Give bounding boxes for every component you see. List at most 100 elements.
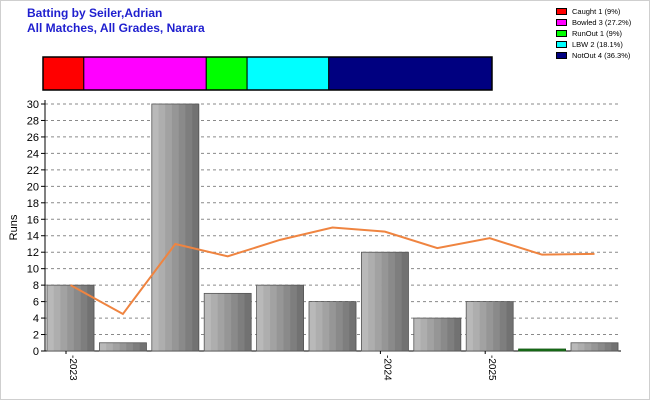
x-tick-label: -2023 xyxy=(67,355,78,381)
legend-item: RunOut 1 (9%) xyxy=(556,28,631,39)
bar xyxy=(203,292,252,352)
bar xyxy=(308,301,357,352)
legend-label: LBW 2 (18.1%) xyxy=(572,40,623,49)
bar-shade xyxy=(119,342,127,351)
legend-swatch xyxy=(556,8,567,15)
y-tick-label: 20 xyxy=(27,181,39,193)
bar xyxy=(518,348,566,352)
bar-shade xyxy=(454,318,462,351)
legend-item: Caught 1 (9%) xyxy=(556,6,631,17)
dismissal-segment xyxy=(83,56,207,91)
y-tick-label: 6 xyxy=(33,297,39,309)
bar-shade xyxy=(263,285,271,351)
bar-shade xyxy=(329,301,337,351)
bar xyxy=(99,342,147,352)
bar-shade xyxy=(106,342,114,351)
bar-shade xyxy=(486,301,494,351)
bar-shade xyxy=(584,342,592,351)
x-tick-label: -2024 xyxy=(381,355,392,381)
y-tick-label: 24 xyxy=(27,148,39,160)
bar-shade xyxy=(394,252,402,351)
bar-shade xyxy=(374,252,382,351)
bar-shade xyxy=(322,301,330,351)
bar xyxy=(256,284,305,352)
legend-item: Bowled 3 (27.2%) xyxy=(556,17,631,28)
bar-shade xyxy=(604,342,612,351)
y-tick-label: 26 xyxy=(27,132,39,144)
bar-shade xyxy=(158,104,166,351)
bar-shade xyxy=(237,293,245,351)
bar-shade xyxy=(165,104,173,351)
bar-shade xyxy=(132,342,140,351)
bar-shade xyxy=(47,285,55,351)
bar-shade xyxy=(381,252,389,351)
legend-label: Bowled 3 (27.2%) xyxy=(572,18,632,27)
bar-shade xyxy=(493,301,501,351)
bar-shade xyxy=(361,252,369,351)
bar-shade xyxy=(126,342,134,351)
dismissal-segment xyxy=(205,56,248,91)
bar-shade xyxy=(466,301,474,351)
bar-shade xyxy=(283,285,291,351)
dismissal-segment xyxy=(42,56,85,91)
bar-shade xyxy=(349,301,357,351)
bar xyxy=(360,251,409,352)
bar-shade xyxy=(244,293,252,351)
bar-shade xyxy=(335,301,343,351)
legend-swatch xyxy=(556,41,567,48)
bar-shade xyxy=(368,252,376,351)
bar-shade xyxy=(139,342,147,351)
chart-subtitle: All Matches, All Grades, Narara xyxy=(27,21,205,35)
bar-shade xyxy=(479,301,487,351)
bar-shade xyxy=(99,342,107,351)
bar-shade xyxy=(296,285,304,351)
bar-shade xyxy=(204,293,212,351)
bar xyxy=(151,103,200,352)
bar-shade xyxy=(53,285,61,351)
bar xyxy=(413,317,462,352)
bar-shade xyxy=(440,318,448,351)
y-tick-label: 4 xyxy=(33,313,39,325)
bar xyxy=(465,301,514,352)
bar-shade xyxy=(597,342,605,351)
bar-shade xyxy=(427,318,435,351)
y-tick-label: 12 xyxy=(27,247,39,259)
legend-item: NotOut 4 (36.3%) xyxy=(556,50,631,61)
bar-shade xyxy=(151,104,159,351)
bar-shade xyxy=(192,104,200,351)
x-tick-label: -2025 xyxy=(486,355,497,381)
y-tick-label: 10 xyxy=(27,264,39,276)
bar-shade xyxy=(60,285,68,351)
bar-shade xyxy=(112,342,120,351)
bar-shade xyxy=(270,285,278,351)
bar-shade xyxy=(171,104,179,351)
bar-shade xyxy=(447,318,455,351)
bar-shade xyxy=(80,285,88,351)
bar-shade xyxy=(413,318,421,351)
bar-shade xyxy=(342,301,350,351)
bar-shade xyxy=(401,252,409,351)
legend-swatch xyxy=(556,19,567,26)
dismissal-segment xyxy=(246,56,330,91)
y-tick-label: 28 xyxy=(27,115,39,127)
bar-shade xyxy=(217,293,225,351)
bar-shade xyxy=(185,104,193,351)
legend: Caught 1 (9%) Bowled 3 (27.2%) RunOut 1 (9… xyxy=(556,6,631,61)
bar-shade xyxy=(67,285,75,351)
bar-shade xyxy=(73,285,81,351)
legend-label: NotOut 4 (36.3%) xyxy=(572,51,631,60)
bar-shade xyxy=(611,342,619,351)
y-tick-label: 16 xyxy=(27,214,39,226)
bar-shade xyxy=(571,342,579,351)
legend-label: RunOut 1 (9%) xyxy=(572,29,623,38)
legend-swatch xyxy=(556,30,567,37)
legend-label: Caught 1 (9%) xyxy=(572,7,621,16)
bar-shade xyxy=(591,342,599,351)
bar-shade xyxy=(276,285,284,351)
bar-shade xyxy=(420,318,428,351)
y-tick-label: 2 xyxy=(33,330,39,342)
bar-shade xyxy=(224,293,232,351)
y-axis-label: Runs xyxy=(8,214,20,240)
